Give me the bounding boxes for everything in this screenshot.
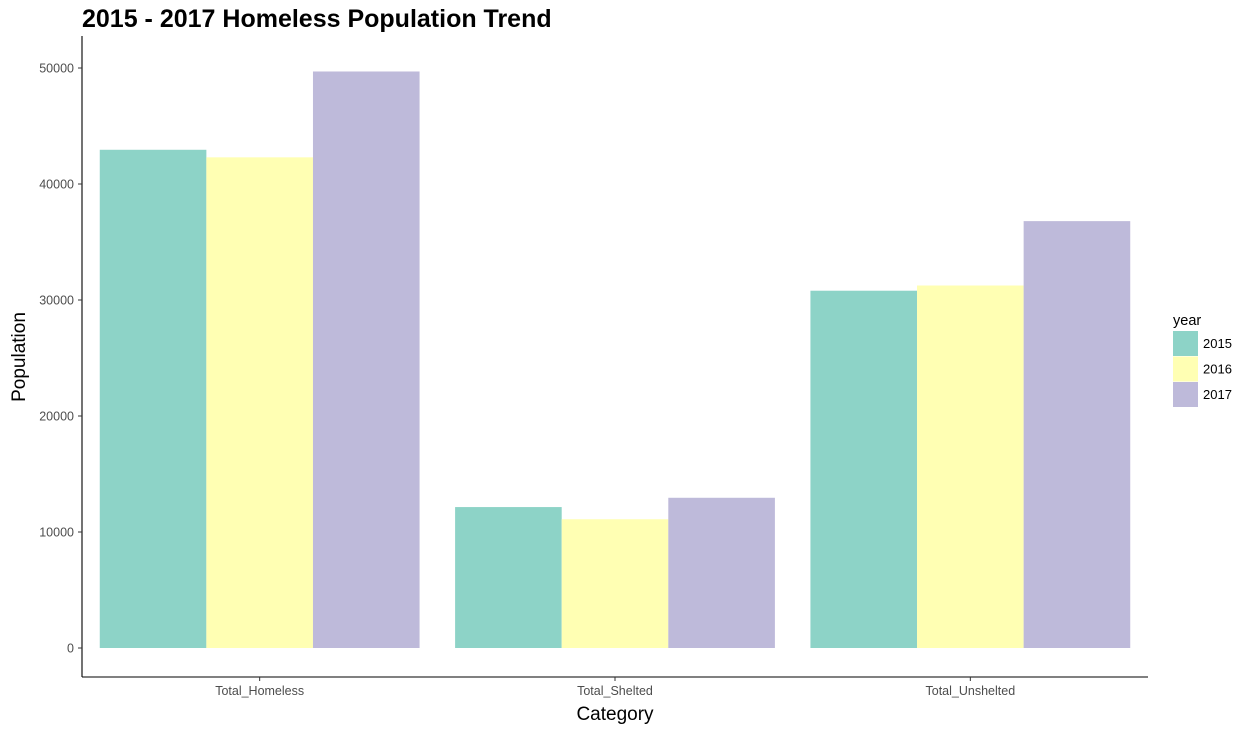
x-axis-ticks: Total_Homeless Total_Shelted Total_Unshelt… xyxy=(215,677,1015,698)
bar-total-homeless-2015 xyxy=(99,149,207,648)
bar-total-homeless-2017 xyxy=(312,71,420,649)
x-tick-label: Total_Unshelted xyxy=(926,684,1016,698)
y-tick-label: 40000 xyxy=(39,178,74,192)
y-tick-label: 20000 xyxy=(39,410,74,424)
y-tick-label: 50000 xyxy=(39,62,74,76)
bar-total-unshelted-2015 xyxy=(810,290,918,648)
bar-total-unshelted-2017 xyxy=(1023,221,1131,648)
bar-total-shelted-2016 xyxy=(561,519,669,648)
legend-title: year xyxy=(1173,313,1201,329)
chart-title: 2015 - 2017 Homeless Population Trend xyxy=(82,5,552,33)
y-tick-label: 10000 xyxy=(39,526,74,540)
bar-total-shelted-2015 xyxy=(455,507,562,648)
bar-total-homeless-2016 xyxy=(206,157,313,648)
bars-layer xyxy=(99,71,1131,649)
legend-swatch-2017 xyxy=(1173,382,1198,407)
x-tick-label: Total_Homeless xyxy=(215,684,304,698)
bar-total-unshelted-2016 xyxy=(917,285,1024,648)
y-tick-label: 0 xyxy=(67,642,74,656)
legend-label-2016: 2016 xyxy=(1203,362,1232,377)
bar-total-shelted-2017 xyxy=(668,497,775,648)
y-axis-ticks: 0 10000 20000 30000 40000 50000 xyxy=(39,62,82,656)
y-axis-label: Population xyxy=(9,312,30,402)
legend-label-2017: 2017 xyxy=(1203,387,1232,402)
legend-swatch-2015 xyxy=(1173,331,1198,356)
legend-swatch-2016 xyxy=(1173,356,1198,382)
x-tick-label: Total_Shelted xyxy=(577,684,653,698)
legend-items: 2015 2016 2017 xyxy=(1173,331,1232,407)
legend-label-2015: 2015 xyxy=(1203,336,1232,351)
y-tick-label: 30000 xyxy=(39,294,74,308)
x-axis-label: Category xyxy=(576,704,654,725)
legend: year 2015 2016 2017 xyxy=(1173,313,1232,407)
